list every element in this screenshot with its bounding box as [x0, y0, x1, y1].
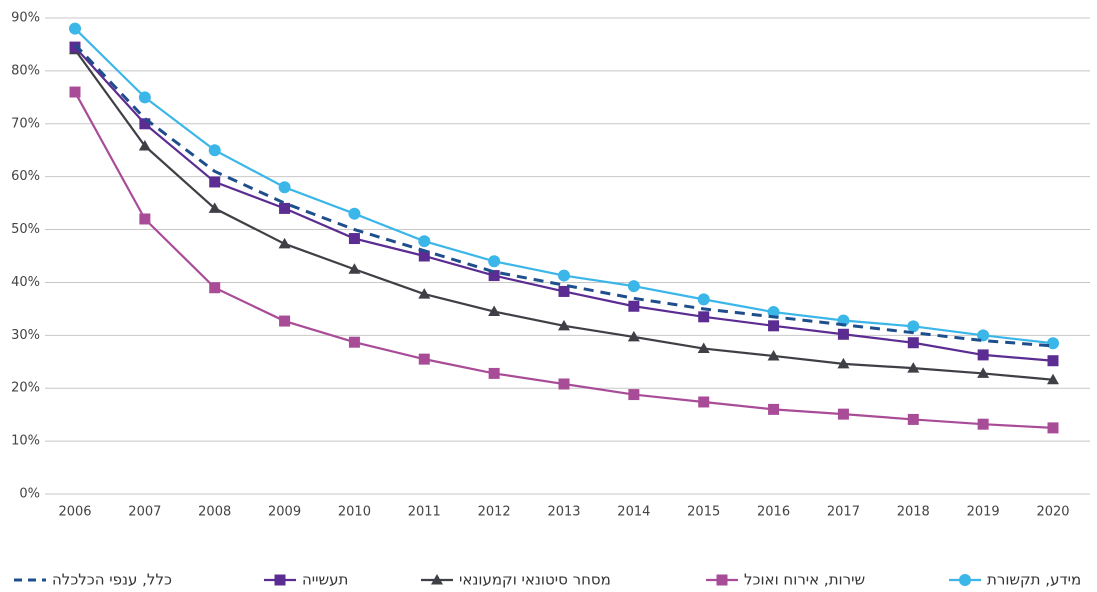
point	[907, 320, 920, 333]
point	[279, 315, 291, 327]
point	[279, 202, 291, 214]
point	[1047, 355, 1059, 367]
point	[697, 342, 710, 354]
point	[558, 285, 570, 297]
x-tick-label: 2019	[967, 505, 1000, 520]
point	[627, 330, 640, 342]
point	[418, 250, 430, 262]
point	[348, 233, 360, 245]
point	[208, 202, 221, 213]
point	[977, 329, 990, 342]
point	[1047, 337, 1059, 350]
point	[139, 118, 151, 130]
x-tick-label: 2015	[687, 505, 720, 520]
point	[558, 269, 570, 282]
legend-label: כלל, ענפי הכלכלה	[52, 571, 172, 589]
series-line	[74, 91, 1054, 429]
point	[138, 91, 151, 104]
point	[628, 389, 640, 401]
point	[209, 282, 221, 294]
y-tick-label: 90%	[11, 11, 40, 26]
point	[837, 328, 849, 340]
point	[767, 349, 780, 361]
point	[139, 213, 151, 225]
point	[627, 280, 640, 293]
y-tick-label: 0%	[19, 487, 40, 502]
point	[628, 300, 640, 312]
point	[278, 181, 291, 194]
point	[69, 86, 81, 98]
x-tick-label: 2011	[408, 505, 441, 520]
x-tick-label: 2016	[757, 505, 790, 520]
point	[348, 336, 360, 348]
point	[977, 349, 989, 361]
point	[907, 362, 920, 373]
point	[697, 293, 710, 306]
x-tick-label: 2017	[827, 505, 860, 520]
legend-label: שירות, אירוח ואוכל	[744, 571, 865, 589]
x-tick-label: 2014	[617, 505, 650, 520]
point	[278, 237, 291, 249]
point	[698, 311, 710, 323]
point	[768, 320, 780, 332]
x-tick-label: 2020	[1036, 505, 1069, 520]
point	[418, 353, 430, 365]
y-tick-label: 10%	[11, 434, 40, 449]
point	[488, 270, 500, 282]
point	[768, 403, 780, 415]
point	[69, 22, 81, 35]
point	[138, 139, 151, 151]
point	[209, 176, 221, 188]
point	[418, 235, 431, 248]
legend-marker	[274, 574, 286, 586]
series-line	[74, 46, 1054, 362]
y-tick-label: 20%	[11, 381, 40, 396]
legend-label: מידע, תקשורת	[987, 571, 1081, 589]
legend-marker	[431, 574, 443, 585]
y-tick-label: 60%	[11, 169, 40, 184]
x-tick-label: 2012	[478, 505, 511, 520]
point	[907, 337, 919, 349]
point	[488, 305, 501, 317]
point	[977, 367, 990, 378]
legend-label: מסחר סיטונאי וקמעונאי	[459, 571, 611, 589]
x-tick-label: 2018	[897, 505, 930, 520]
series-line	[73, 43, 1054, 348]
point	[907, 413, 919, 425]
legend-label: תעשייה	[302, 571, 348, 589]
point	[348, 263, 361, 274]
x-tick-label: 2007	[128, 505, 161, 520]
point	[977, 418, 989, 430]
point	[837, 408, 849, 420]
y-tick-label: 50%	[11, 222, 40, 237]
point	[69, 41, 81, 53]
point	[558, 319, 570, 331]
legend-marker	[959, 574, 971, 586]
x-tick-label: 2006	[58, 505, 91, 520]
y-tick-label: 40%	[11, 275, 40, 290]
y-tick-label: 70%	[11, 116, 40, 131]
x-tick-label: 2009	[268, 505, 301, 520]
legend-marker	[716, 574, 728, 586]
point	[837, 357, 850, 369]
x-tick-label: 2010	[338, 505, 371, 520]
point	[208, 144, 221, 157]
point	[1047, 422, 1059, 434]
y-tick-label: 30%	[11, 328, 40, 343]
point	[558, 378, 570, 390]
point	[488, 367, 500, 379]
point	[488, 255, 501, 268]
y-tick-label: 80%	[11, 63, 40, 78]
point	[348, 207, 361, 220]
x-tick-label: 2008	[198, 505, 231, 520]
point	[1047, 373, 1059, 385]
point	[698, 396, 710, 408]
x-tick-label: 2013	[547, 505, 580, 520]
point	[418, 288, 431, 299]
